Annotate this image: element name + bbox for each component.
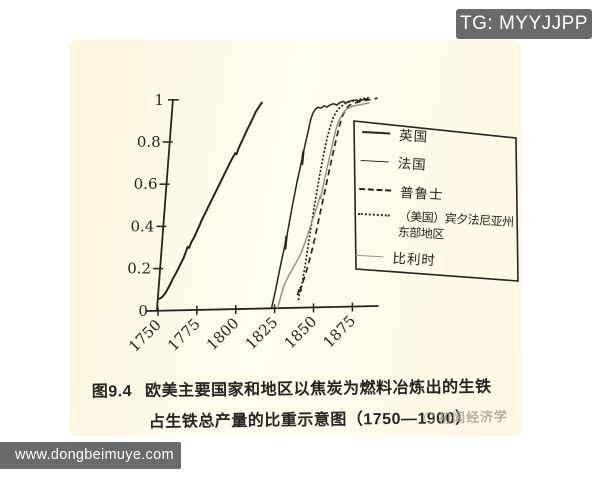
caption-line1: 图9.4 欧美主要国家和地区以焦炭为燃料冶炼出的生铁 — [92, 372, 528, 401]
y-tick-label: 1 — [154, 91, 164, 109]
legend-line-sample-solid-icon — [360, 159, 389, 162]
legend-label: 英国 — [398, 127, 429, 146]
y-tick-label: 0.4 — [130, 217, 154, 235]
x-tick-label: 1850 — [281, 313, 321, 353]
tg-badge-text: TG: MYYJJPP — [460, 13, 588, 34]
footer-url-text: www.dongbeimuye.com — [15, 447, 174, 463]
x-tick-label: 1800 — [203, 314, 243, 354]
legend-line-sample-solid-thick-icon — [362, 130, 391, 135]
x-axis — [146, 305, 379, 312]
legend-row-uk: 英国 — [362, 122, 429, 146]
y-tick-label: 0 — [138, 302, 148, 320]
legend-line-sample-dashed-icon — [359, 187, 392, 192]
legend-row-belgium: 比利时 — [355, 245, 436, 269]
y-tick-label: 0.6 — [134, 175, 158, 193]
legend-row-us-pennsylvania: （美国）宾夕法尼亚州 东部地区 — [357, 206, 515, 246]
x-tick-label: 1825 — [242, 313, 282, 353]
y-tick-label: 0.8 — [137, 133, 161, 151]
chart-axes: 0 0.2 0.4 0.6 0.8 1 1750 1775 1800 1825 1850 1875 — [125, 91, 379, 356]
legend-line-sample-gray-icon — [355, 254, 384, 257]
watermark-logo-icon — [423, 412, 436, 424]
x-tick-label: 1775 — [164, 315, 204, 355]
legend-line-sample-dotted-icon — [357, 212, 390, 217]
series-line-0 — [158, 101, 264, 301]
legend-label: 普鲁士 — [399, 185, 444, 204]
series-line-4 — [276, 102, 370, 309]
caption-figure-label: 图9.4 — [91, 383, 133, 401]
watermark-text: 初闻经济学 — [437, 409, 509, 427]
y-tick-label: 0.2 — [127, 260, 151, 278]
legend-row-france: 法国 — [360, 150, 427, 174]
legend-label: （美国）宾夕法尼亚州 东部地区 — [397, 209, 514, 242]
legend: 英国 法国 普鲁士 （美国）宾夕法尼亚州 东部地区 比利时 — [355, 118, 517, 280]
legend-row-prussia: 普鲁士 — [359, 179, 444, 204]
caption-title-text: 欧美主要国家和地区以焦炭为燃料冶炼出的生铁 — [144, 378, 492, 401]
legend-label: 法国 — [397, 155, 427, 174]
legend-box — [353, 120, 519, 282]
scanned-book-page — [70, 40, 522, 436]
account-watermark: 初闻经济学 — [423, 406, 509, 428]
series-line-2 — [296, 97, 378, 296]
x-tick-label: 1875 — [319, 312, 359, 352]
footer-url-bar: www.dongbeimuye.com — [0, 442, 181, 469]
series-line-3 — [297, 96, 373, 301]
y-axis — [156, 98, 174, 312]
chart-series-lines — [158, 96, 378, 309]
tg-contact-badge: TG: MYYJJPP — [456, 9, 592, 39]
series-line-1 — [270, 97, 369, 309]
x-tick-label: 1750 — [125, 316, 165, 356]
legend-label: 比利时 — [391, 250, 437, 270]
